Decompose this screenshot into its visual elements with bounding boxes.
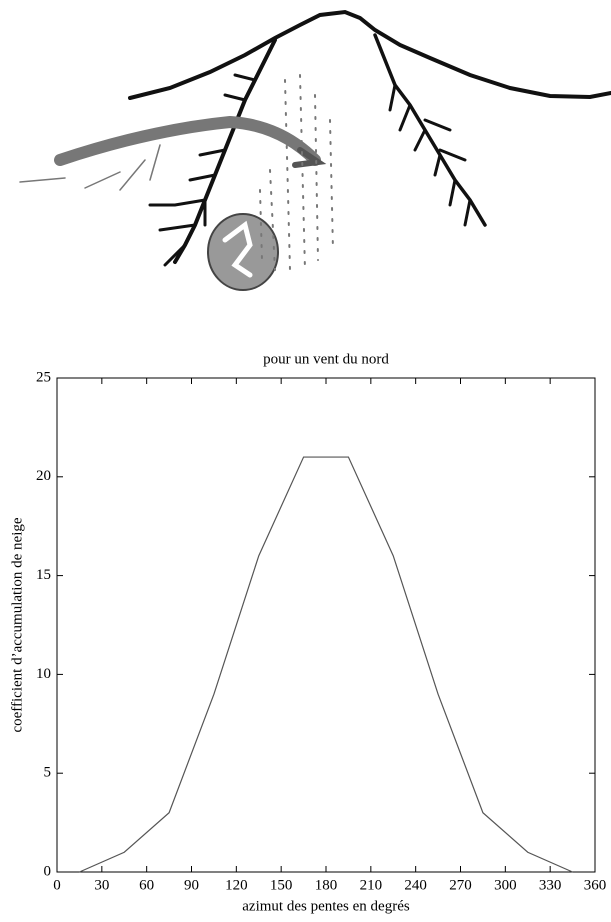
x-tick-label: 240 — [404, 877, 427, 893]
x-tick-label: 180 — [315, 877, 338, 893]
x-tick-label: 210 — [360, 877, 383, 893]
data-line — [79, 457, 572, 872]
x-tick-label: 90 — [184, 877, 199, 893]
y-tick-label: 10 — [36, 666, 51, 682]
y-tick-label: 5 — [44, 765, 52, 781]
x-axis-label: azimut des pentes en degrés — [242, 898, 410, 914]
x-tick-label: 120 — [225, 877, 248, 893]
chart-title: pour un vent du nord — [263, 351, 389, 367]
figure: pour un vent du nord azimut des pentes e… — [0, 0, 611, 917]
plot-frame — [57, 378, 595, 872]
x-tick-label: 60 — [139, 877, 154, 893]
page: pour un vent du nord azimut des pentes e… — [0, 0, 611, 922]
x-tick-label: 30 — [94, 877, 109, 893]
x-tick-label: 360 — [584, 877, 607, 893]
x-tick-label: 270 — [449, 877, 472, 893]
x-tick-label: 300 — [494, 877, 517, 893]
y-axis-label: coefficient d’accumulation de neige — [9, 517, 25, 732]
y-tick-label: 25 — [36, 369, 51, 385]
x-tick-label: 150 — [270, 877, 293, 893]
x-tick-label: 0 — [53, 877, 61, 893]
sketch — [20, 12, 611, 290]
y-tick-label: 0 — [44, 863, 52, 879]
y-tick-label: 15 — [36, 567, 51, 583]
x-tick-label: 330 — [539, 877, 562, 893]
y-tick-label: 20 — [36, 468, 51, 484]
